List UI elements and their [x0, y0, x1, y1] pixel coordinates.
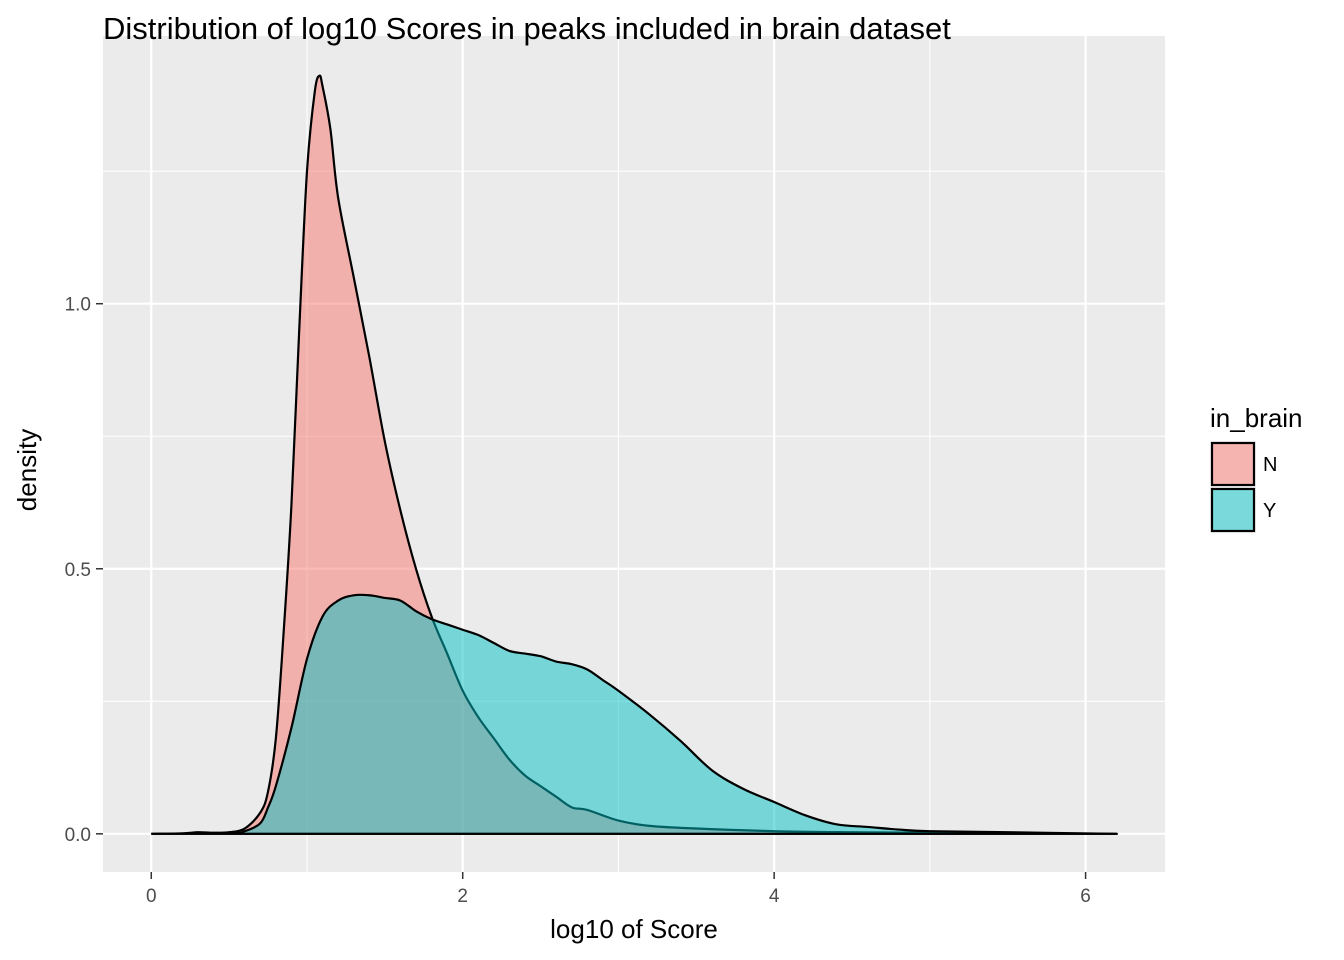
axes: 0 2 4 6 0.0 0.5 1.0: [65, 295, 1091, 907]
legend-keys: NY: [1210, 441, 1277, 533]
legend: in_brain NY: [1210, 403, 1303, 533]
y-tick-label: 1.0: [65, 295, 91, 316]
density-line-Y: [151, 593, 1118, 835]
x-tick-label: 2: [457, 886, 468, 907]
y-tick-label: 0.5: [65, 560, 91, 581]
density-area-Y: [151, 594, 1117, 834]
y-axis-title: density: [12, 429, 42, 511]
legend-swatch-N: [1210, 441, 1256, 487]
legend-label-Y: Y: [1263, 500, 1276, 522]
x-tick-label: 6: [1080, 886, 1091, 907]
y-tick-label: 0.0: [65, 825, 91, 846]
legend-label-N: N: [1263, 454, 1277, 476]
x-tick-label: 0: [146, 886, 157, 907]
legend-title: in_brain: [1210, 403, 1303, 433]
chart-title: Distribution of log10 Scores in peaks in…: [103, 11, 951, 46]
legend-swatch-Y: [1210, 487, 1256, 533]
x-tick-label: 4: [769, 886, 780, 907]
density-areas: [151, 74, 1118, 835]
x-axis-title: log10 of Score: [550, 914, 718, 944]
